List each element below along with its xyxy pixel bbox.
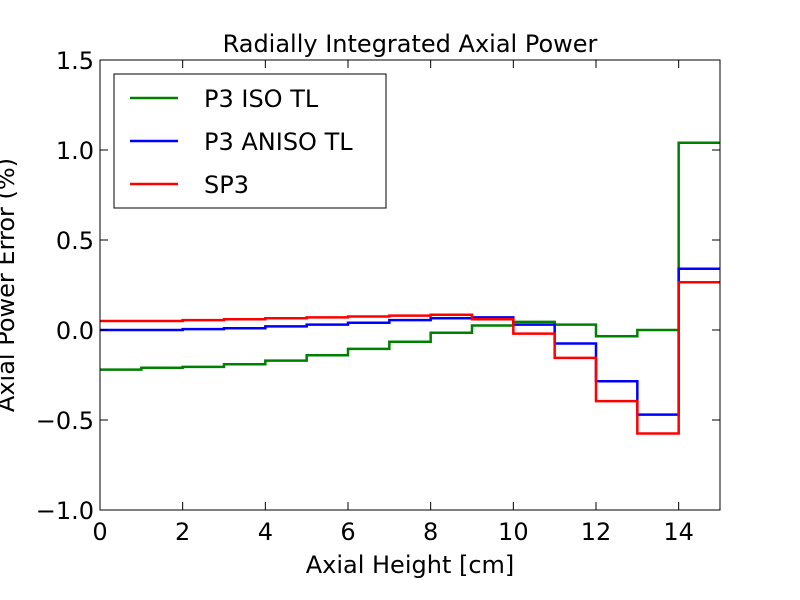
y-tick-label: 0.5 [56,227,94,255]
series-line-1 [100,141,720,371]
x-tick-label: 10 [498,518,529,546]
legend-label-2: P3 ANISO TL [204,128,353,156]
series-line-3 [100,281,720,435]
y-tick-label: −0.5 [36,407,94,435]
plot-frame [99,59,721,511]
legend: P3 ISO TL P3 ANISO TL SP3 [113,73,387,209]
chart-title: Radially Integrated Axial Power [223,30,598,58]
y-axis-label: Axial Power Error (%) [0,158,20,412]
x-axis-ticks: 0 2 4 6 8 10 12 14 [92,60,694,546]
x-tick-label: 12 [581,518,612,546]
x-axis-label: Axial Height [cm] [306,551,515,579]
series-layer [100,141,720,435]
legend-label-3: SP3 [204,171,249,199]
x-tick-label: 8 [423,518,438,546]
x-tick-label: 0 [92,518,107,546]
series-line-2 [100,267,720,416]
x-tick-label: 2 [175,518,190,546]
y-tick-label: −1.0 [36,497,94,525]
y-axis-ticks: −1.0 −0.5 0.0 0.5 1.0 1.5 [36,47,720,525]
y-tick-label: 1.0 [56,137,94,165]
y-tick-label: 1.5 [56,47,94,75]
y-tick-label: 0.0 [56,317,94,345]
x-tick-label: 14 [663,518,694,546]
legend-label-1: P3 ISO TL [204,85,319,113]
x-tick-label: 4 [258,518,273,546]
x-tick-label: 6 [340,518,355,546]
